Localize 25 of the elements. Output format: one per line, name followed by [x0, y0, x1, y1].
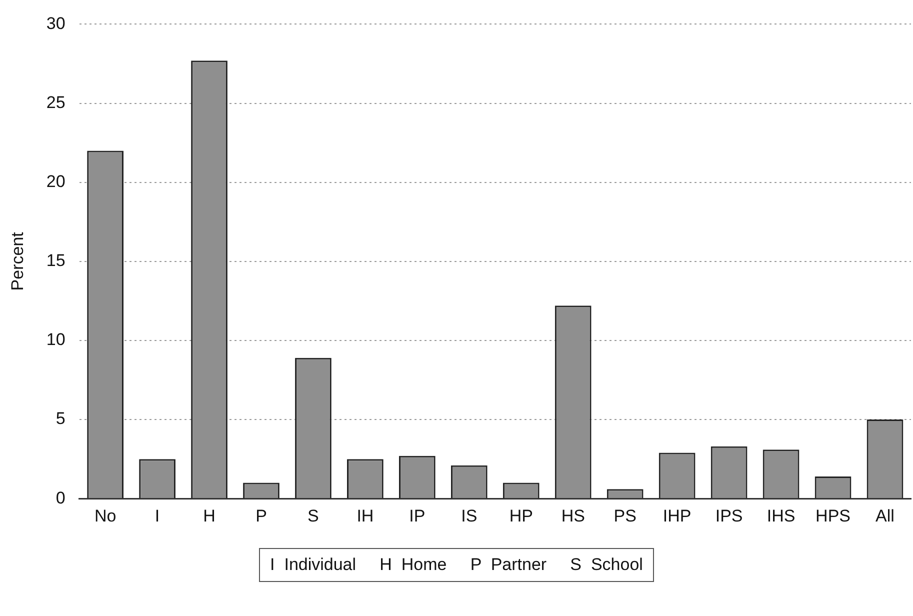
x-tick-label: HS — [561, 506, 585, 526]
x-tick-label: I — [154, 506, 160, 526]
y-tick-label: 25 — [46, 92, 66, 112]
y-tick-label: 0 — [56, 488, 66, 508]
x-tick-label: All — [876, 506, 894, 526]
y-tick-label: 5 — [56, 409, 66, 428]
text: I Individual H Home P Partner S School — [259, 548, 654, 582]
x-tick-label: HPS — [816, 506, 851, 526]
y-tick-label: 10 — [46, 330, 66, 350]
x-tick-label: IS — [461, 506, 478, 526]
x-tick-label: HP — [509, 506, 533, 526]
x-tick-label: IH — [356, 506, 374, 526]
x-tick-label: IHP — [662, 506, 692, 526]
x-tick-label: PS — [614, 506, 636, 526]
y-tick-label: 15 — [46, 251, 66, 270]
x-tick-label: IHS — [766, 506, 796, 526]
y-tick-label: 30 — [46, 14, 66, 33]
x-tick-label: IPS — [715, 506, 743, 526]
y-tick-label: 20 — [46, 172, 66, 192]
y-axis-title: Percent — [8, 232, 27, 291]
x-tick-label: No — [94, 506, 116, 526]
x-tick-label: H — [203, 506, 216, 526]
x-tick-label: S — [308, 506, 319, 526]
x-tick-label: IP — [409, 506, 426, 526]
x-tick-label: P — [256, 506, 267, 526]
